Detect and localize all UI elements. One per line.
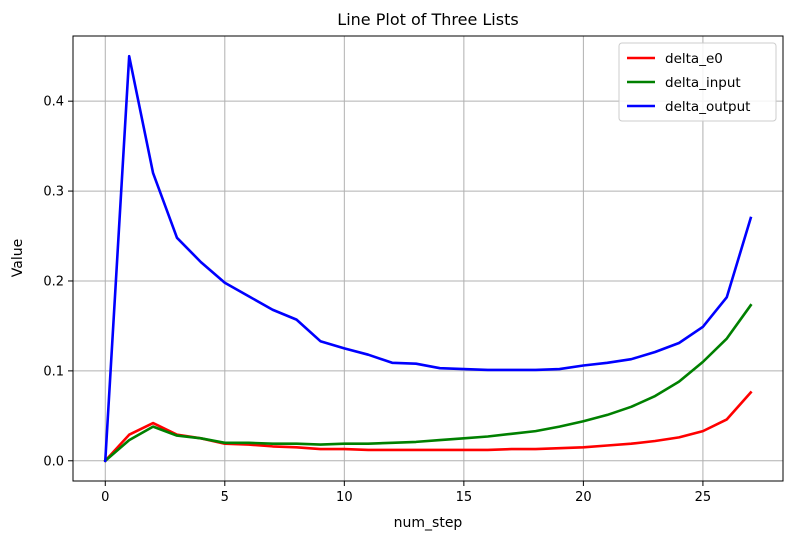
series-lines	[103, 54, 753, 463]
y-tick-label: 0.3	[43, 185, 64, 200]
x-tick-label: 15	[456, 490, 473, 505]
legend-label: delta_e0	[665, 51, 723, 67]
series-line-delta-input	[103, 303, 753, 463]
y-tick-label: 0.1	[43, 364, 64, 379]
legend-label: delta_output	[665, 99, 750, 115]
y-tick-label: 0.4	[43, 95, 64, 110]
plot-frame	[72, 35, 784, 482]
chart-title: Line Plot of Three Lists	[337, 10, 518, 29]
y-axis-label: Value	[10, 239, 26, 277]
y-tick-label: 0.2	[43, 274, 64, 289]
x-axis-label: num_step	[394, 515, 463, 531]
legend-box	[618, 42, 777, 122]
x-axis-ticks: 0 5 10 15 20 25	[101, 481, 711, 505]
legend: delta_e0 delta_input delta_output	[618, 42, 777, 122]
y-axis-ticks: 0.0 0.1 0.2 0.3 0.4	[43, 95, 73, 469]
series-line-delta-e0	[103, 390, 753, 463]
legend-label: delta_input	[665, 75, 741, 91]
x-tick-label: 25	[695, 490, 712, 505]
x-tick-label: 20	[575, 490, 592, 505]
x-tick-label: 0	[101, 490, 109, 505]
x-tick-label: 5	[221, 490, 229, 505]
series-line-delta-output	[103, 54, 753, 463]
x-tick-label: 10	[336, 490, 353, 505]
y-tick-label: 0.0	[43, 454, 64, 469]
